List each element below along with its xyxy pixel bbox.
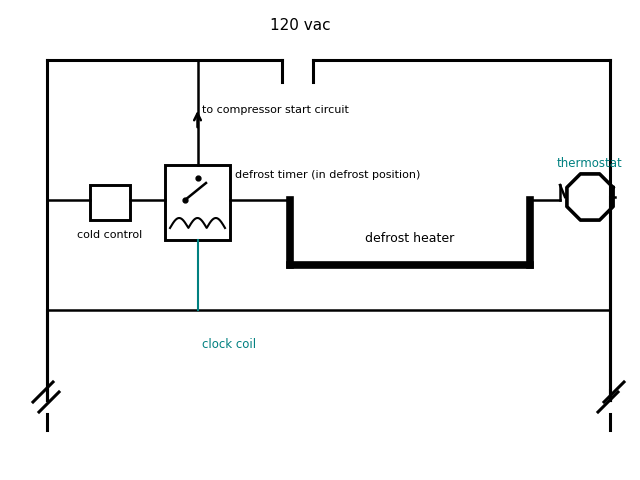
- Text: defrost heater: defrost heater: [365, 231, 454, 244]
- Bar: [90, 185, 130, 220]
- Text: defrost timer (in defrost position): defrost timer (in defrost position): [235, 170, 420, 180]
- Text: 120 vac: 120 vac: [269, 18, 330, 33]
- Bar: [165, 165, 230, 240]
- Polygon shape: [567, 174, 613, 220]
- Text: cold control: cold control: [77, 230, 143, 240]
- Text: clock coil: clock coil: [202, 338, 257, 351]
- Text: to compressor start circuit: to compressor start circuit: [202, 105, 349, 115]
- Text: thermostat: thermostat: [557, 157, 623, 170]
